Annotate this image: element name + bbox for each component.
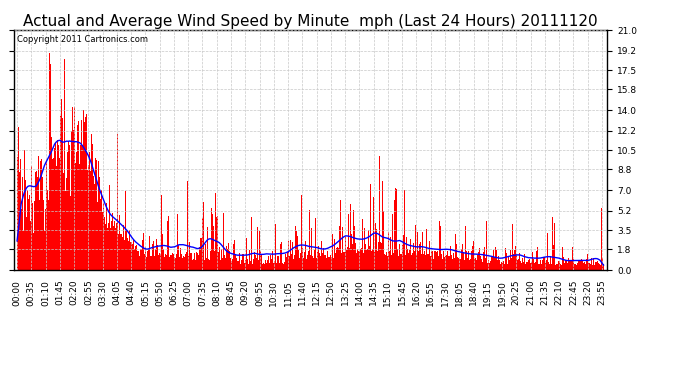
Text: Copyright 2011 Cartronics.com: Copyright 2011 Cartronics.com	[17, 35, 148, 44]
Title: Actual and Average Wind Speed by Minute  mph (Last 24 Hours) 20111120: Actual and Average Wind Speed by Minute …	[23, 14, 598, 29]
